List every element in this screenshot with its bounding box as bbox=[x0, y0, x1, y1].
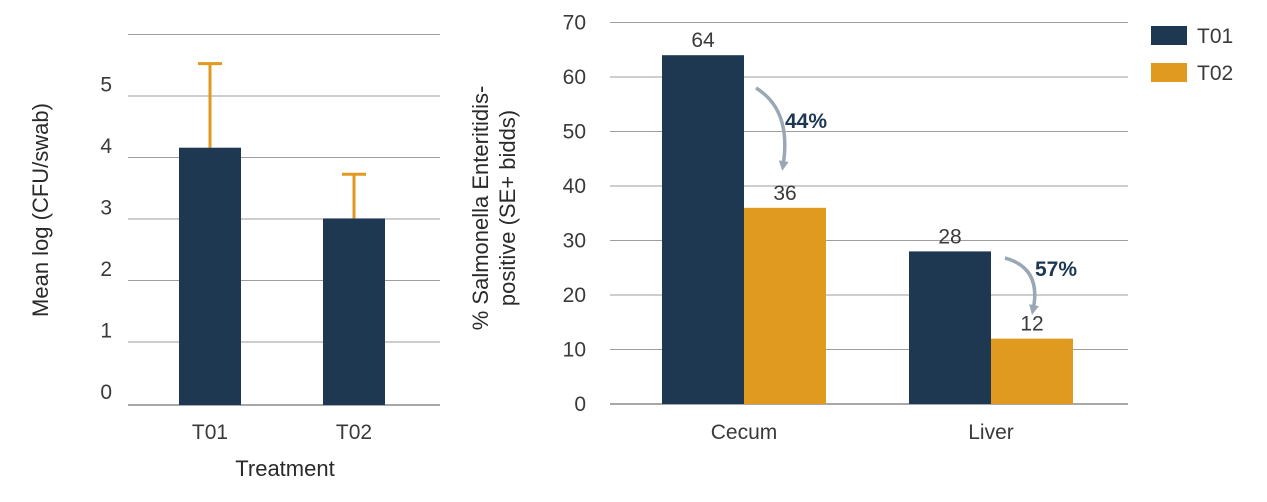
reduction-arrow bbox=[755, 86, 789, 171]
treatment-mean-log-chart: 0 1 2 3 4 5 T01 T02 Treatment Mean log (CFU/sw… bbox=[28, 34, 440, 481]
data-label: 28 bbox=[938, 225, 961, 248]
chart1-x-tick-labels: T01 T02 bbox=[192, 421, 372, 444]
chart2-y-axis-label-line1: % Salmonella Enteritidis- bbox=[468, 86, 493, 331]
legend-swatch-t01 bbox=[1151, 26, 1187, 45]
reduction-percent-label: 57% bbox=[1035, 258, 1077, 281]
y-tick-label: 0 bbox=[100, 381, 112, 404]
chart1-x-axis-label: Treatment bbox=[235, 456, 334, 481]
legend-label: T01 bbox=[1197, 25, 1233, 48]
salmonella-positive-chart: 0 10 20 30 40 50 60 70 Cecum Liver 64 36 28 12 44% 5… bbox=[468, 12, 1233, 445]
y-tick-label: 70 bbox=[563, 12, 586, 35]
y-tick-label: 0 bbox=[574, 393, 586, 416]
y-tick-label: 4 bbox=[100, 135, 112, 158]
chart2-data-labels: 64 36 28 12 bbox=[691, 29, 1043, 335]
y-tick-label: 40 bbox=[563, 175, 586, 198]
chart2-y-axis-label-line2: positive (SE+ bidds) bbox=[495, 110, 520, 306]
bar-cecum-t01 bbox=[662, 55, 744, 404]
chart1-bars bbox=[179, 62, 385, 405]
legend-label: T02 bbox=[1197, 62, 1233, 85]
chart2-x-tick-labels: Cecum Liver bbox=[711, 421, 1014, 444]
legend-swatch-t02 bbox=[1151, 63, 1187, 82]
y-tick-label: 20 bbox=[563, 284, 586, 307]
y-tick-label: 60 bbox=[563, 66, 586, 89]
y-tick-label: 10 bbox=[563, 339, 586, 362]
y-tick-label: 3 bbox=[100, 197, 112, 220]
x-tick-label: Liver bbox=[968, 421, 1014, 444]
y-tick-label: 50 bbox=[563, 121, 586, 144]
data-label: 12 bbox=[1020, 313, 1043, 336]
x-tick-label: T01 bbox=[192, 421, 228, 444]
y-tick-label: 2 bbox=[100, 258, 112, 281]
data-label: 64 bbox=[691, 29, 715, 52]
bar-liver-t02 bbox=[991, 338, 1073, 404]
chart2-legend: T01 T02 bbox=[1151, 25, 1233, 85]
chart1-y-axis-label: Mean log (CFU/swab) bbox=[28, 103, 53, 317]
bar-cecum-t02 bbox=[744, 207, 826, 404]
chart1-y-tick-labels: 0 1 2 3 4 5 bbox=[100, 74, 112, 405]
x-tick-label: Cecum bbox=[711, 421, 778, 444]
y-tick-label: 5 bbox=[100, 74, 112, 97]
data-label: 36 bbox=[773, 182, 796, 205]
chart2-y-tick-labels: 0 10 20 30 40 50 60 70 bbox=[563, 12, 586, 417]
reduction-percent-label: 44% bbox=[785, 110, 827, 133]
chart1-gridlines bbox=[128, 34, 440, 406]
bar-liver-t01 bbox=[909, 251, 991, 404]
chart2-reduction-annotations: 44% 57% bbox=[755, 86, 1077, 315]
reduction-arrow bbox=[1004, 256, 1039, 315]
bar-t02 bbox=[323, 218, 385, 405]
x-tick-label: T02 bbox=[336, 421, 372, 444]
chart2-bars bbox=[662, 55, 1073, 404]
bar-t01 bbox=[179, 147, 241, 405]
y-tick-label: 1 bbox=[100, 320, 112, 343]
y-tick-label: 30 bbox=[563, 230, 586, 253]
